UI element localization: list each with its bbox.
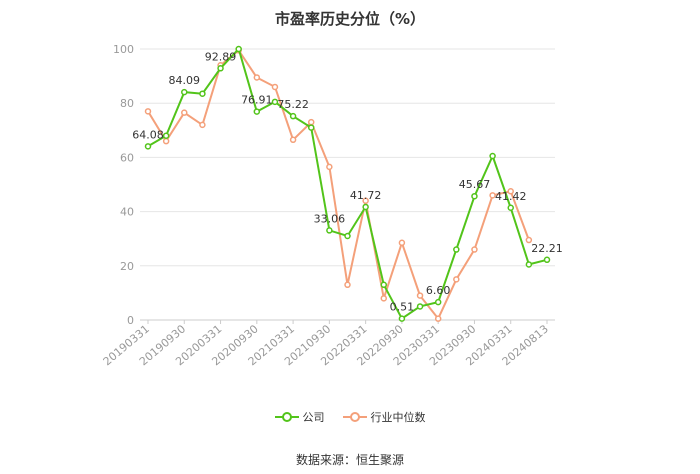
data-label: 22.21 [531,242,563,255]
y-tick-label: 80 [120,97,134,110]
data-point-company [344,232,351,240]
data-point-industry [289,136,297,144]
data-point-industry [181,109,188,116]
data-point-company [507,204,514,212]
data-point-industry [326,163,333,171]
data-point-industry [471,246,478,253]
series-layer [144,45,551,322]
data-point-company [253,108,261,115]
data-point-industry [380,295,388,302]
data-point-company [271,98,279,106]
data-point-industry [434,315,442,322]
y-tick-label: 0 [127,314,134,327]
data-point-industry [162,137,170,145]
data-label: 75.22 [277,98,309,111]
data-point-industry [398,239,406,247]
data-point-industry [453,276,460,283]
data-label: 64.08 [132,128,164,141]
data-point-industry [271,83,279,91]
legend: 公司 行业中位数 [0,409,700,425]
data-point-company [471,192,478,200]
legend-company-label: 公司 [302,411,325,424]
data-point-industry [199,121,206,129]
legend-item-industry[interactable]: 行业中位数 [342,409,426,425]
data-label: 6.60 [426,284,451,297]
data-label: 0.51 [390,301,415,314]
data-label: 33.06 [314,212,346,225]
data-point-company [235,45,242,53]
data-point-company [326,227,333,234]
data-point-company [217,65,224,72]
legend-industry-marker-icon [342,412,367,422]
data-label: 41.72 [350,189,382,202]
data-point-company [543,256,551,264]
legend-company-marker-icon [274,412,299,422]
data-point-industry [489,192,496,199]
data-point-company [199,90,206,97]
data-point-industry [307,118,315,126]
chart-title: 市盈率历史分位（%） [274,10,426,28]
data-point-company [453,246,460,253]
data-point-company [525,261,533,268]
data-label: 92.89 [205,50,237,63]
y-tick-label: 40 [120,206,134,219]
y-tick-label: 20 [120,260,134,273]
y-tick-label: 60 [120,151,134,164]
data-point-company [289,112,297,120]
legend-industry-label: 行业中位数 [370,411,426,424]
series-line-industry [147,48,530,321]
data-point-company [434,298,442,306]
data-point-company [362,203,369,211]
data-point-company [144,143,152,150]
data-point-industry [344,281,351,289]
data-label: 45.67 [459,178,491,191]
data-point-company [162,132,170,139]
data-point-company [416,303,424,310]
data-label: 84.09 [169,74,201,87]
data-point-company [181,88,188,96]
data-point-industry [507,188,514,195]
data-source: 数据来源：恒生聚源 [295,453,404,467]
data-point-industry [362,197,369,205]
data-label-layer: 64.08 84.09 92.89 76.91 75.22 33.06 41.72 0.51 6… [132,50,563,313]
data-label: 76.91 [241,94,273,107]
data-point-industry [525,236,533,244]
data-point-company [489,152,496,160]
data-label: 41.42 [495,190,527,203]
data-point-company [380,281,388,289]
data-point-industry [144,108,152,115]
data-point-industry [416,292,424,299]
grid-layer [140,48,555,321]
y-tick-label: 100 [113,43,134,56]
data-point-company [307,124,315,131]
legend-item-company[interactable]: 公司 [274,409,325,425]
data-point-company [398,315,406,322]
data-point-industry [253,74,261,81]
